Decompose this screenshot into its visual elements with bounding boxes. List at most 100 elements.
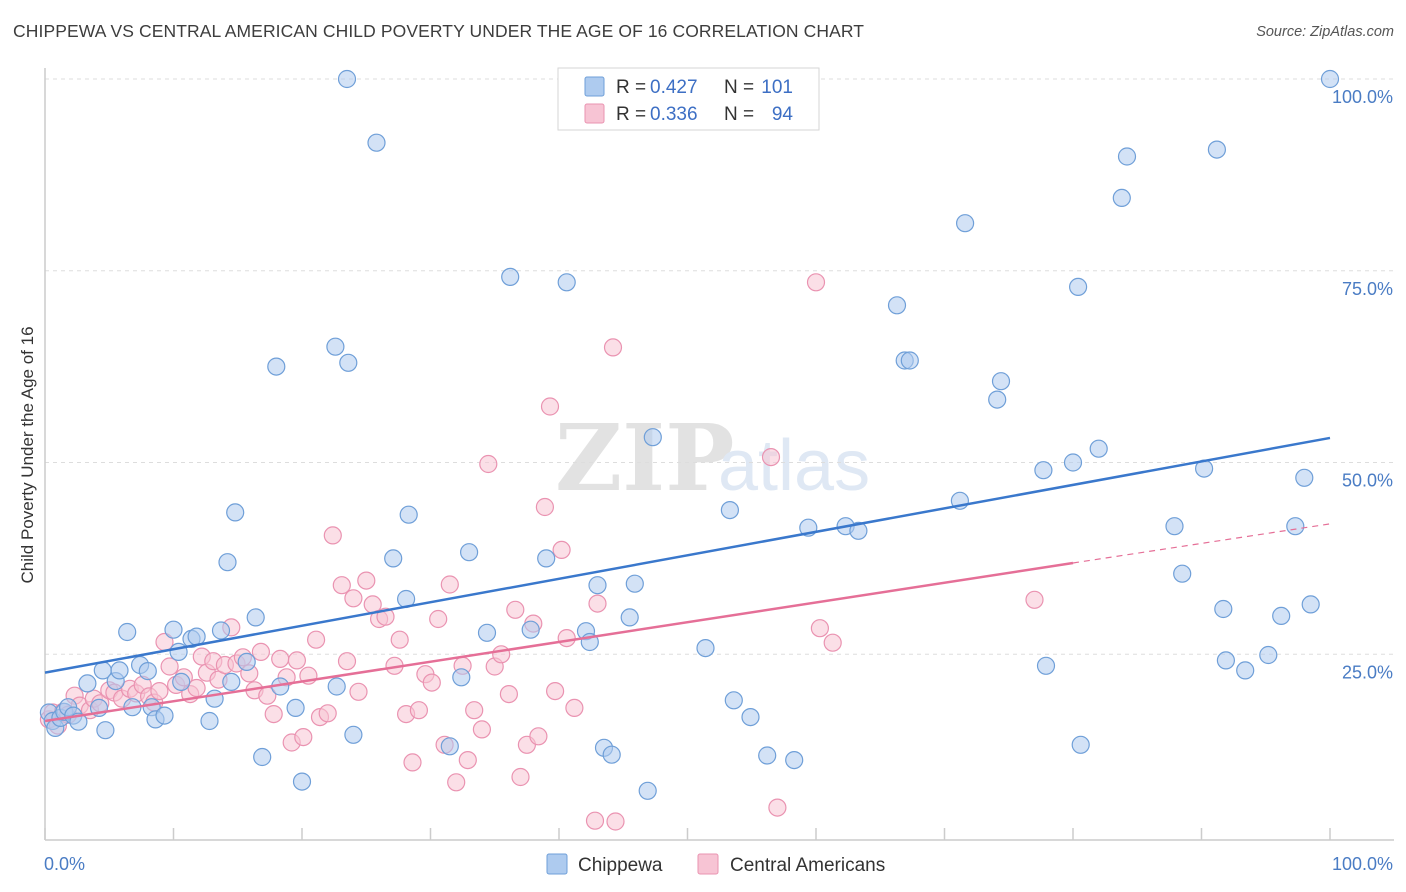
central-americans-point xyxy=(429,609,448,629)
central-americans-point xyxy=(150,681,169,701)
legend-central-n-label: N = xyxy=(724,104,754,125)
legend-chippewa-r-value: 0.427 xyxy=(650,77,698,98)
trend-lines xyxy=(44,436,1331,723)
central-americans-point xyxy=(323,526,342,545)
chippewa-point xyxy=(643,428,662,447)
chippewa-point xyxy=(286,698,305,718)
central-americans-trend-line xyxy=(44,561,1074,723)
y-tick-label-75: 75.0% xyxy=(1342,279,1393,299)
chippewa-point xyxy=(138,661,157,681)
central-americans-point xyxy=(472,720,491,739)
central-americans-point xyxy=(264,704,283,724)
chippewa-point xyxy=(460,543,479,562)
legend-chippewa-r-label: R = xyxy=(616,77,646,98)
chippewa-point xyxy=(339,353,358,372)
central-americans-trend-extension xyxy=(1072,523,1331,564)
chippewa-point xyxy=(1295,468,1314,487)
chippewa-point xyxy=(218,553,237,572)
chippewa-point xyxy=(1089,439,1108,458)
central-americans-point xyxy=(357,571,376,590)
chippewa-point xyxy=(1272,606,1291,626)
chippewa-point xyxy=(399,505,418,524)
chippewa-point xyxy=(991,372,1011,391)
legend-central-r-value: 0.336 xyxy=(650,104,698,125)
chippewa-point xyxy=(344,725,363,744)
chippewa-point xyxy=(1301,595,1320,614)
central-americans-point xyxy=(294,727,313,747)
central-americans-point xyxy=(440,575,459,594)
chippewa-point xyxy=(110,661,129,680)
chippewa-point xyxy=(292,772,312,791)
central-americans-point xyxy=(409,701,428,720)
central-americans-point xyxy=(552,540,571,560)
central-americans-point xyxy=(806,273,826,292)
legend-chippewa-n-label: N = xyxy=(724,77,754,98)
correlation-legend: R = 0.427 N = 101 R = 0.336 N = 94 xyxy=(557,67,820,131)
chippewa-point xyxy=(1286,517,1305,536)
chippewa-point xyxy=(900,351,919,370)
bottom-legend-central: Central Americans xyxy=(730,855,885,876)
central-americans-point xyxy=(499,684,518,704)
chippewa-point xyxy=(501,267,520,286)
chippewa-point xyxy=(602,745,621,764)
chippewa-point xyxy=(1259,645,1278,665)
central-americans-point xyxy=(390,630,409,649)
central-americans-point xyxy=(160,657,179,676)
chippewa-point xyxy=(638,781,657,800)
central-americans-point xyxy=(606,812,625,831)
chippewa-point xyxy=(785,750,804,770)
central-americans-point xyxy=(187,678,206,698)
chippewa-point xyxy=(955,214,975,233)
central-americans-point xyxy=(565,698,584,718)
central-americans-point xyxy=(287,651,306,670)
chippewa-point xyxy=(452,668,471,687)
central-americans-point xyxy=(447,773,466,792)
source-credit: Source: ZipAtlas.com xyxy=(1256,24,1394,40)
chippewa-point xyxy=(477,623,497,642)
x-tick-label-0: 0.0% xyxy=(44,854,85,874)
legend-swatch-central xyxy=(584,103,605,124)
chippewa-point xyxy=(155,706,174,725)
chippewa-point xyxy=(1063,453,1083,472)
chippewa-point xyxy=(696,638,715,658)
legend-central-r-label: R = xyxy=(616,104,646,125)
chippewa-point xyxy=(1214,599,1233,619)
chippewa-point xyxy=(96,721,115,740)
central-americans-point xyxy=(422,673,441,692)
series-legend: Chippewa Central Americans xyxy=(546,853,885,876)
chippewa-point xyxy=(625,574,644,593)
x-tick-label-100: 100.0% xyxy=(1332,854,1393,874)
bottom-legend-swatch-chippewa xyxy=(546,853,568,875)
central-americans-point xyxy=(768,798,787,817)
central-americans-point xyxy=(349,682,368,701)
chippewa-trend-line xyxy=(44,436,1331,674)
central-americans-point xyxy=(540,397,560,416)
chippewa-point xyxy=(557,273,576,292)
y-tick-label-25: 25.0% xyxy=(1342,662,1393,682)
chippewa-point xyxy=(253,747,272,767)
chippewa-point xyxy=(164,620,183,639)
chippewa-point xyxy=(1165,517,1184,536)
central-americans-point xyxy=(506,600,525,619)
central-americans-point xyxy=(318,704,337,723)
watermark-zip: ZIP xyxy=(555,404,734,512)
y-tick-label-50: 50.0% xyxy=(1342,471,1393,491)
chippewa-point xyxy=(172,672,191,692)
central-americans-point xyxy=(479,454,498,474)
chippewa-point xyxy=(741,707,760,727)
chippewa-point xyxy=(1236,661,1255,680)
central-americans-point xyxy=(823,633,842,652)
chippewa-point xyxy=(1071,735,1090,754)
central-americans-point xyxy=(458,750,477,770)
chippewa-point xyxy=(521,620,540,639)
watermark-atlas: atlas xyxy=(718,426,870,506)
chippewa-point xyxy=(326,337,345,356)
central-americans-point xyxy=(307,630,326,649)
central-americans-point xyxy=(465,701,484,720)
central-americans-point xyxy=(557,628,576,648)
central-americans-point xyxy=(251,642,270,662)
chippewa-point xyxy=(237,652,256,672)
x-axis-ticks xyxy=(44,828,1331,840)
chippewa-point xyxy=(211,621,231,640)
